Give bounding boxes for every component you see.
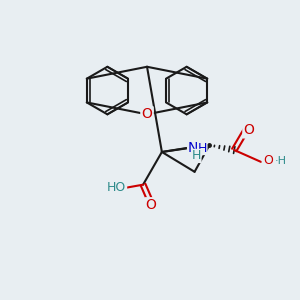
Text: N: N <box>188 141 198 155</box>
Text: OH: OH <box>263 154 282 167</box>
Text: H: H <box>198 142 207 154</box>
Text: HO: HO <box>107 181 126 194</box>
Text: O: O <box>244 123 254 137</box>
Text: O: O <box>146 199 156 212</box>
Text: O: O <box>142 107 152 121</box>
Text: H: H <box>192 149 201 162</box>
Text: ·H: ·H <box>275 156 287 166</box>
